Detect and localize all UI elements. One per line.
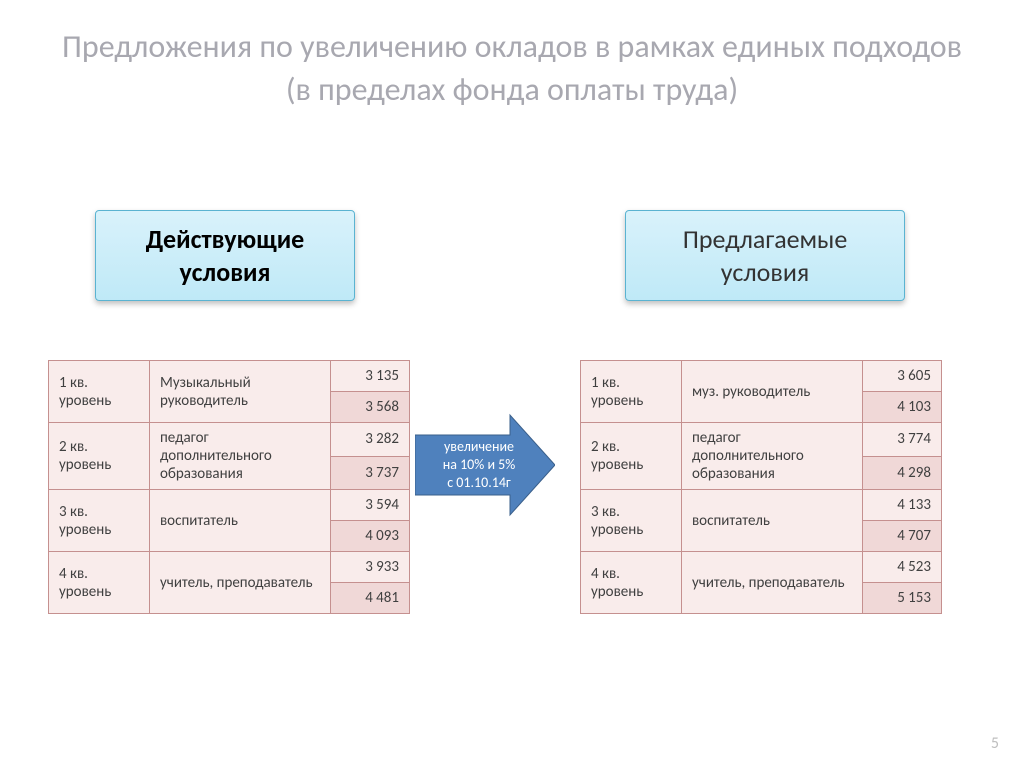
slide-title: Предложения по увеличению окладов в рамк… [60,25,964,111]
cell-value: 4 133 [863,490,942,521]
cell-value: 4 298 [863,456,942,490]
arrow: увеличение на 10% и 5% с 01.10.14г [415,410,555,520]
cell-level: 2 кв. уровень [581,423,682,490]
cell-value: 3 933 [331,552,410,583]
cell-level: 3 кв. уровень [581,490,682,552]
badge-current: Действующие условия [95,210,355,301]
cell-value: 3 568 [331,392,410,423]
cell-value: 3 135 [331,361,410,392]
cell-value: 3 737 [331,456,410,490]
page-number: 5 [991,734,999,753]
cell-value: 4 093 [331,521,410,552]
table-row: 3 кв. уровень воспитатель 3 594 [49,490,410,521]
cell-value: 3 282 [331,423,410,457]
cell-level: 3 кв. уровень [49,490,150,552]
arrow-label: увеличение на 10% и 5% с 01.10.14г [415,410,543,520]
slide: Предложения по увеличению окладов в рамк… [0,0,1024,768]
cell-value: 4 707 [863,521,942,552]
table-row: 4 кв. уровень учитель, преподаватель 3 9… [49,552,410,583]
cell-value: 4 523 [863,552,942,583]
table-row: 2 кв. уровень педагог дополнительного об… [49,423,410,457]
cell-role: воспитатель [150,490,331,552]
table-current: 1 кв. уровень Музыкальный руководитель 3… [48,360,410,614]
table-row: 1 кв. уровень муз. руководитель 3 605 [581,361,942,392]
table-row: 2 кв. уровень педагог дополнительного об… [581,423,942,457]
table-row: 1 кв. уровень Музыкальный руководитель 3… [49,361,410,392]
cell-level: 4 кв. уровень [581,552,682,614]
cell-role: учитель, преподаватель [150,552,331,614]
arrow-line: на 10% и 5% [443,456,516,474]
cell-value: 4 103 [863,392,942,423]
cell-value: 3 594 [331,490,410,521]
cell-role: педагог дополнительного образования [682,423,863,490]
cell-role: муз. руководитель [682,361,863,423]
table-row: 4 кв. уровень учитель, преподаватель 4 5… [581,552,942,583]
cell-level: 1 кв. уровень [49,361,150,423]
badge-proposed: Предлагаемые условия [625,210,905,301]
cell-role: учитель, преподаватель [682,552,863,614]
arrow-line: увеличение [444,438,514,456]
table-row: 3 кв. уровень воспитатель 4 133 [581,490,942,521]
cell-level: 1 кв. уровень [581,361,682,423]
cell-role: воспитатель [682,490,863,552]
cell-value: 3 774 [863,423,942,457]
arrow-line: с 01.10.14г [447,474,511,492]
cell-value: 5 153 [863,583,942,614]
cell-value: 4 481 [331,583,410,614]
cell-level: 2 кв. уровень [49,423,150,490]
cell-role: педагог дополнительного образования [150,423,331,490]
cell-level: 4 кв. уровень [49,552,150,614]
table-proposed: 1 кв. уровень муз. руководитель 3 605 4 … [580,360,942,614]
cell-value: 3 605 [863,361,942,392]
cell-role: Музыкальный руководитель [150,361,331,423]
